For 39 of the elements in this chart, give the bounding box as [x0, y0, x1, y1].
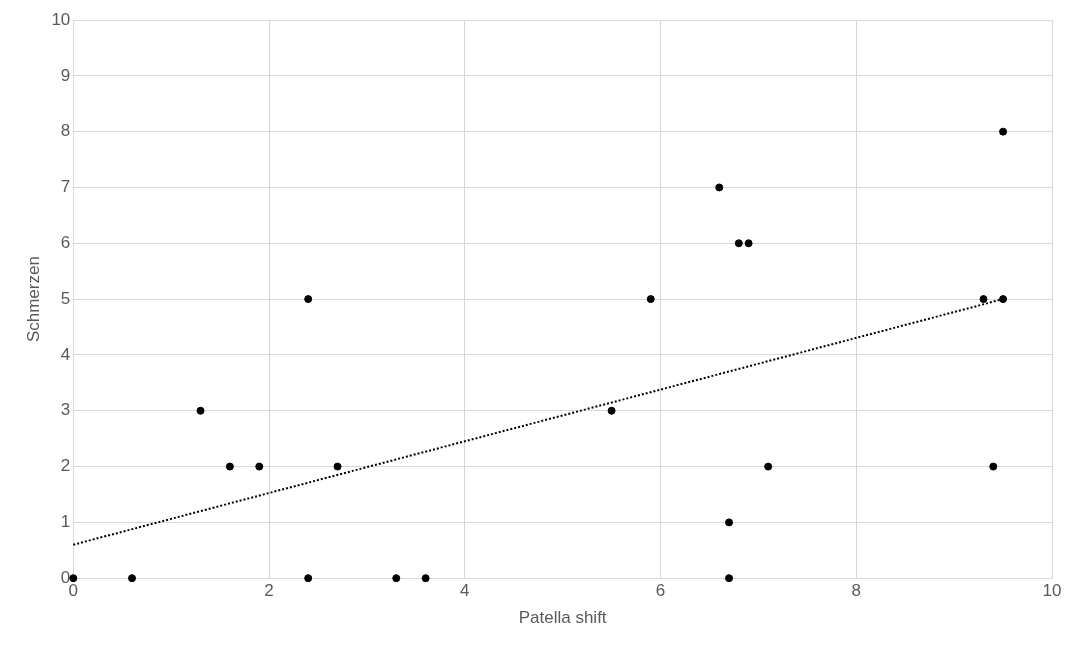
- point: [304, 574, 313, 583]
- point: [607, 406, 616, 415]
- y-tick-label: 0: [60, 567, 71, 587]
- y-tick-label: 5: [60, 288, 71, 308]
- point: [225, 462, 234, 471]
- point: [999, 295, 1008, 304]
- point: [734, 239, 743, 248]
- x-tick-label: 8: [851, 581, 861, 601]
- point: [421, 574, 430, 583]
- point: [744, 239, 753, 248]
- point: [128, 574, 137, 583]
- point: [392, 574, 401, 583]
- point: [999, 127, 1008, 136]
- point: [255, 462, 264, 471]
- point: [304, 295, 313, 304]
- y-tick-label: 10: [51, 9, 71, 29]
- y-tick-label: 2: [60, 456, 71, 476]
- x-tick-label: 10: [1042, 581, 1062, 601]
- x-tick-label: 4: [460, 581, 470, 601]
- y-tick-label: 7: [60, 177, 71, 197]
- y-tick-label: 6: [60, 232, 71, 252]
- point: [989, 462, 998, 471]
- y-tick-label: 1: [60, 512, 71, 532]
- point: [196, 406, 205, 415]
- point: [764, 462, 773, 471]
- y-tick-label: 8: [60, 121, 71, 141]
- point: [333, 462, 342, 471]
- y-tick-label: 9: [60, 65, 71, 85]
- point: [715, 183, 724, 192]
- x-axis-title: Patella shift: [518, 608, 607, 628]
- x-tick-label: 6: [655, 581, 666, 601]
- point: [725, 518, 734, 527]
- y-tick-label: 4: [60, 344, 71, 364]
- point: [646, 295, 655, 304]
- point: [979, 295, 988, 304]
- x-tick-label: 2: [264, 581, 274, 601]
- y-tick-label: 3: [60, 400, 71, 420]
- point: [725, 574, 734, 583]
- y-axis-title: Schmerzen: [23, 256, 43, 343]
